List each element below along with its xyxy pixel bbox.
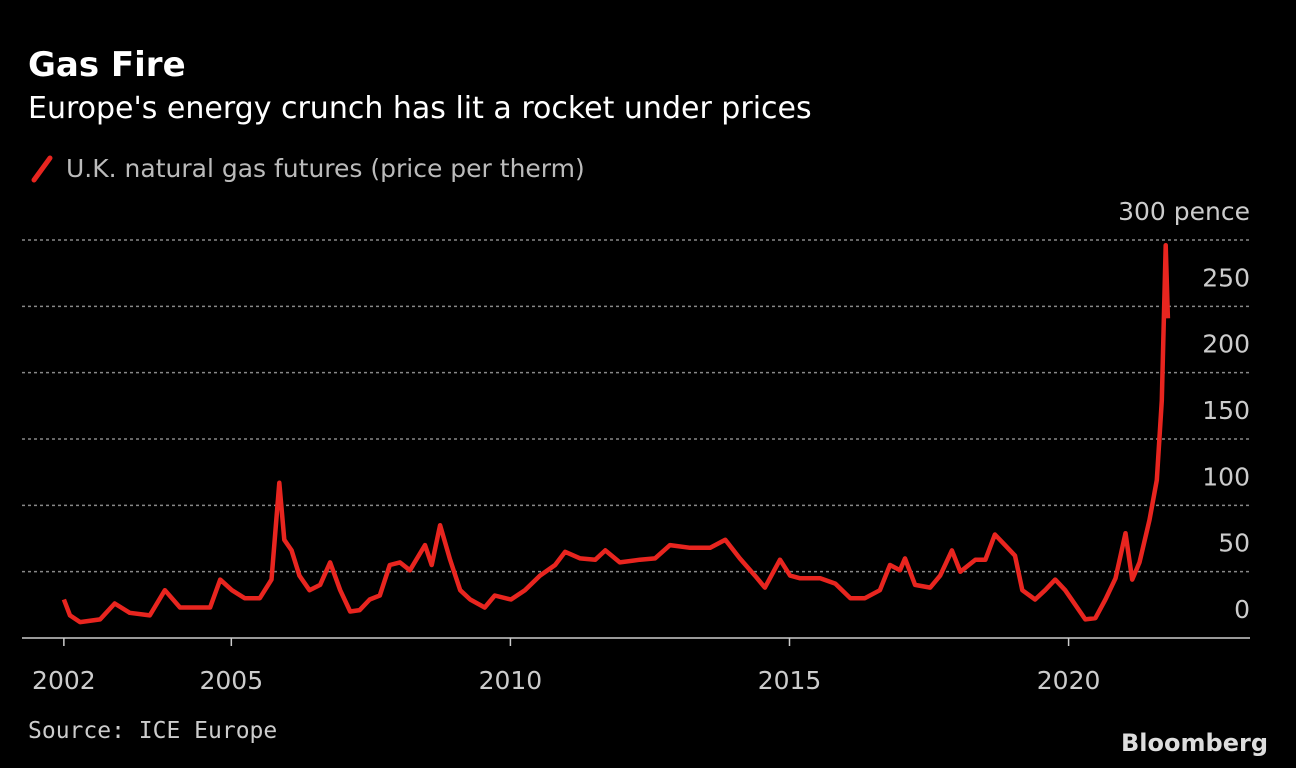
y-tick-label: 300 pence [1118,197,1250,226]
y-tick-label: 150 [1202,396,1250,425]
x-tick-label: 2010 [479,666,543,695]
chart-subtitle: Europe's energy crunch has lit a rocket … [28,91,812,126]
x-tick-label: 2005 [200,666,264,695]
y-tick-label: 0 [1234,595,1250,624]
y-tick-label: 100 [1202,462,1250,491]
legend-label: U.K. natural gas futures (price per ther… [66,154,585,183]
y-tick-label: 250 [1202,263,1250,292]
x-tick-label: 2002 [32,666,96,695]
x-tick-label: 2015 [758,666,822,695]
y-tick-label: 50 [1218,529,1250,558]
chart-title: Gas Fire [28,45,186,85]
x-tick-label: 2020 [1037,666,1101,695]
brand: Bloomberg [1121,729,1268,757]
y-tick-label: 200 [1202,330,1250,359]
price-line [61,243,1171,625]
source: Source: ICE Europe [28,718,277,744]
legend-swatch [31,155,53,183]
